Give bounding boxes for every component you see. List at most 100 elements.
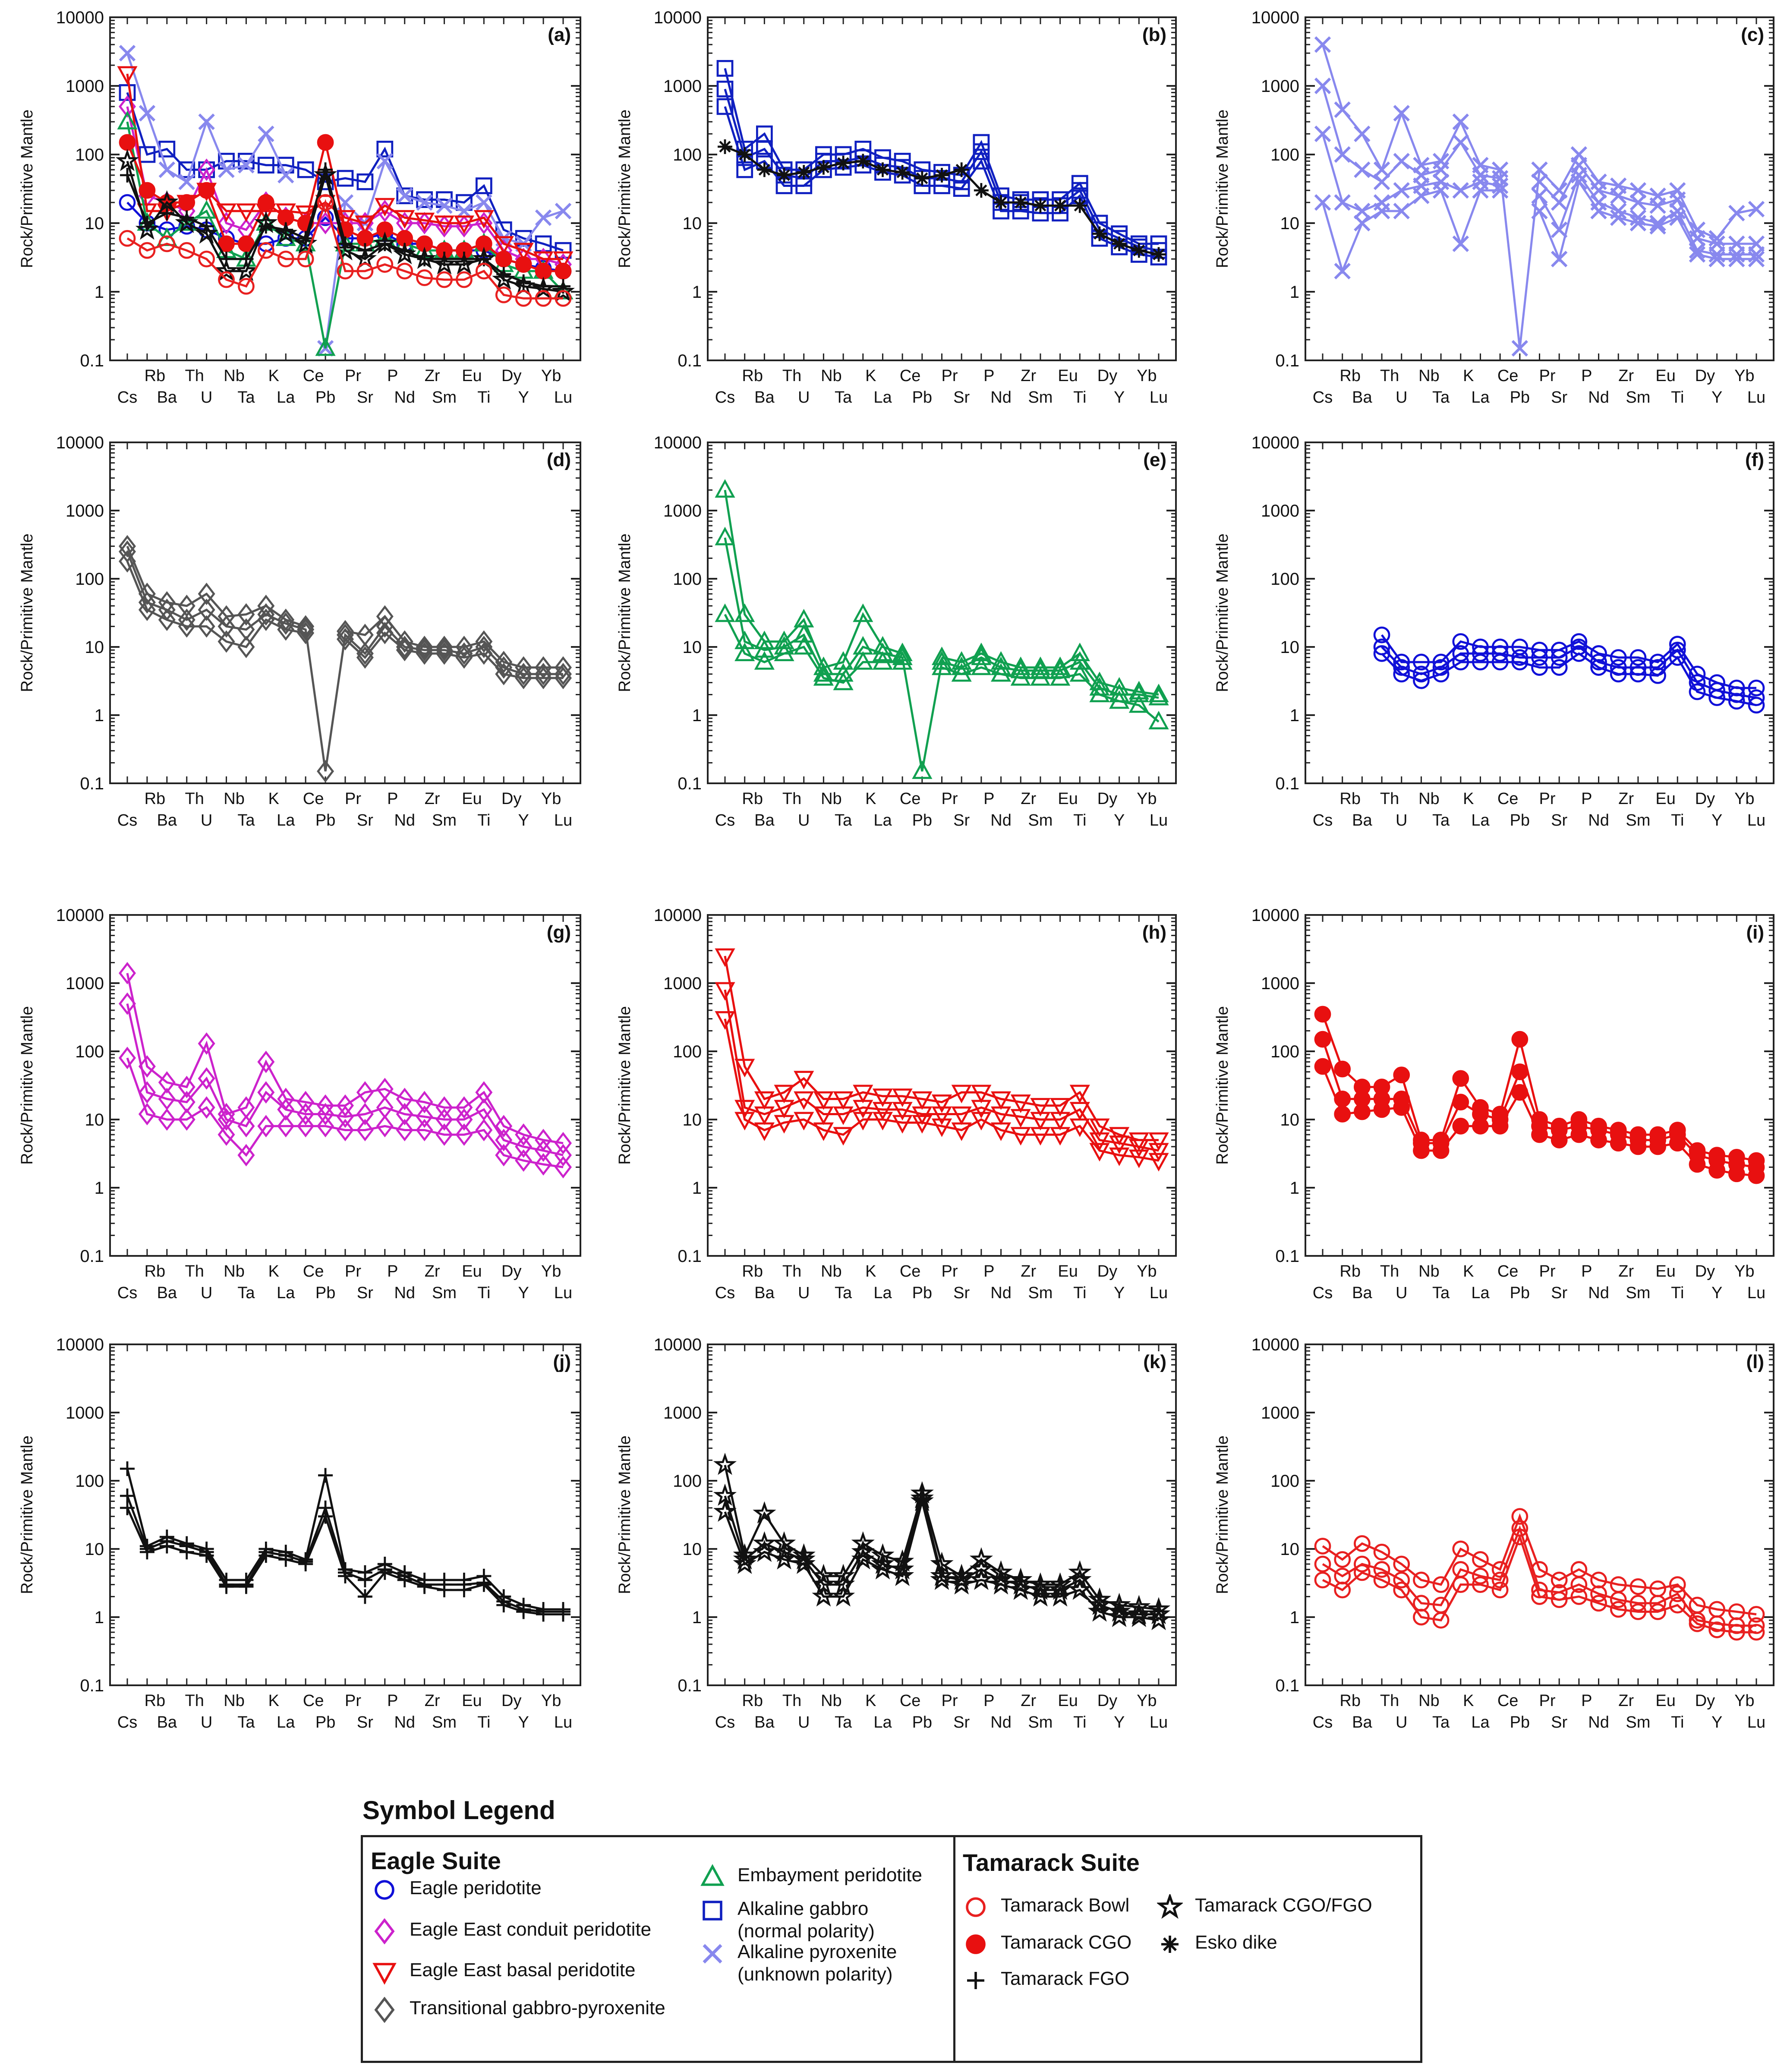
data-point-Nb — [219, 1579, 234, 1594]
data-point-K — [257, 194, 274, 211]
x-tick-label-U: U — [1396, 811, 1407, 829]
panel-c: 0.1 1 10 100 1000 10000 Cs Rb Ba Th U Nb Ta K La Ce Pb Pr… — [1213, 8, 1774, 407]
data-point-Sm — [432, 252, 456, 274]
x-tick-label-Nd: Nd — [394, 1284, 415, 1302]
x-tick-label-Th: Th — [185, 790, 204, 808]
data-point-K — [258, 125, 274, 142]
data-point-K — [257, 242, 274, 259]
data-point-Sm — [1030, 667, 1051, 686]
data-point-Pb — [315, 337, 336, 356]
data-point-Eu — [1649, 218, 1666, 235]
data-point-La — [277, 612, 295, 635]
data-point-Nb — [217, 211, 235, 235]
data-point-U — [794, 624, 814, 643]
x-tick-label-Rb: Rb — [1339, 367, 1361, 385]
x-tick-label-Sm: Sm — [432, 1713, 457, 1731]
x-tick-label-Th: Th — [1380, 1692, 1399, 1710]
data-point-Cs — [118, 535, 136, 558]
data-point-Th — [178, 615, 195, 638]
x-tick-label-Zr: Zr — [1618, 1262, 1634, 1280]
x-tick-label-Ta: Ta — [1432, 1713, 1450, 1731]
series-layer — [1314, 1006, 1765, 1184]
legend-symbol-icon — [703, 1901, 722, 1921]
x-tick-label-Ce: Ce — [303, 790, 324, 808]
data-point-Lu — [1748, 1606, 1765, 1623]
series-layer — [713, 1453, 1171, 1630]
data-point-Ta — [833, 663, 854, 682]
data-point-Y — [515, 667, 533, 690]
x-tick-label-Nd: Nd — [394, 1713, 415, 1731]
data-point-K — [1452, 645, 1469, 662]
x-tick-label-La: La — [1471, 811, 1490, 829]
x-tick-label-Ce: Ce — [303, 1692, 324, 1710]
x-tick-label-Nb: Nb — [224, 367, 245, 385]
x-tick-label-Rb: Rb — [145, 1692, 166, 1710]
x-tick-label-Pr: Pr — [345, 1262, 361, 1280]
plot-frame — [109, 442, 581, 784]
data-point-Yb — [533, 251, 554, 270]
data-point-Pr — [335, 210, 356, 229]
y-tick-label: 10 — [85, 638, 104, 657]
data-point-Nb — [214, 259, 238, 281]
data-point-Ti — [475, 630, 493, 653]
data-point-Sr — [356, 1081, 374, 1104]
panel-label: (b) — [1142, 24, 1166, 45]
x-tick-label-Zr: Zr — [1618, 1692, 1634, 1710]
data-point-Ba — [753, 1501, 776, 1524]
x-tick-label-Pb: Pb — [1510, 388, 1530, 407]
x-tick-label-Nb: Nb — [224, 1692, 245, 1710]
data-point-La — [277, 167, 294, 184]
legend-marker — [1161, 1936, 1179, 1953]
data-point-Pb — [1511, 1031, 1529, 1048]
data-point-Th — [1373, 626, 1390, 643]
data-point-Ta — [238, 278, 255, 295]
y-tick-label: 0.1 — [1275, 1676, 1299, 1695]
data-point-Nd — [394, 210, 415, 229]
data-point-Th — [178, 173, 195, 190]
x-tick-label-Rb: Rb — [742, 367, 763, 385]
x-tick-label-Ba: Ba — [157, 1284, 177, 1302]
data-point-Rb — [734, 631, 755, 650]
data-point-U — [1393, 202, 1410, 220]
legend-label: Eagle East basal peridotite — [410, 1959, 636, 1981]
data-point-Nb — [1413, 672, 1430, 689]
data-point-La — [871, 1552, 895, 1574]
y-tick-label: 10 — [85, 214, 104, 233]
data-point-Sm — [1030, 1098, 1051, 1117]
data-point-Nd — [396, 639, 413, 662]
data-point-Zr — [1610, 649, 1627, 666]
x-tick-label-Th: Th — [185, 1692, 204, 1710]
data-point-K — [257, 609, 275, 631]
y-axis-label: Rock/Primitive Mantle — [616, 110, 634, 268]
x-tick-label-Ti: Ti — [1073, 388, 1086, 407]
y-tick-label: 1 — [692, 283, 702, 302]
data-point-Rb — [1334, 146, 1351, 163]
data-point-Nd — [396, 1088, 413, 1110]
data-point-Cs — [713, 1453, 737, 1475]
y-tick-label: 100 — [673, 145, 702, 164]
data-point-Rb — [734, 1100, 755, 1119]
x-tick-label-Eu: Eu — [462, 367, 482, 385]
y-tick-label: 10000 — [1251, 1335, 1299, 1354]
data-point-Yb — [535, 667, 552, 690]
data-point-Pr — [1531, 173, 1548, 190]
data-point-Nd — [1590, 1585, 1607, 1602]
x-tick-label-Sm: Sm — [1626, 388, 1650, 407]
data-point-P — [1570, 1126, 1588, 1143]
legend-entry-eagle_east_basal: Eagle East basal peridotite — [372, 1959, 635, 1985]
x-tick-label-Zr: Zr — [1021, 367, 1036, 385]
x-tick-label-La: La — [873, 388, 892, 407]
data-point-Ti — [1069, 663, 1090, 682]
legend-label: Alkaline gabbro (normal polarity) — [737, 1898, 875, 1942]
panel-label: (h) — [1142, 922, 1166, 943]
x-tick-label-La: La — [1471, 1713, 1490, 1731]
data-point-Zr — [416, 1091, 433, 1113]
x-tick-label-Ce: Ce — [900, 367, 921, 385]
y-tick-label: 10000 — [1251, 906, 1299, 925]
x-tick-label-Eu: Eu — [1058, 790, 1078, 808]
data-point-Eu — [1649, 1603, 1666, 1620]
x-tick-label-Ti: Ti — [477, 811, 490, 829]
data-point-P — [376, 256, 394, 273]
data-point-Y — [1708, 1162, 1726, 1179]
data-point-La — [277, 1098, 295, 1121]
